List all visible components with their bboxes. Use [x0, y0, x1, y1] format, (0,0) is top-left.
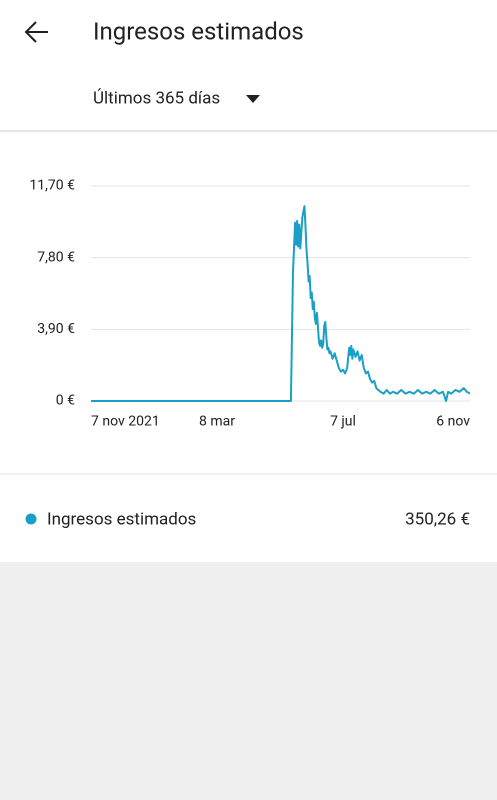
page-title: Ingresos estimados: [93, 17, 304, 45]
back-arrow: [24, 21, 48, 43]
y-tick-label: 7,80 €: [37, 249, 75, 265]
y-tick-label: 0 €: [56, 393, 75, 409]
summary-value: 350,26 €: [405, 509, 470, 529]
y-tick-label: 3,90 €: [37, 321, 75, 337]
legend-dot: [25, 513, 37, 525]
chart: 0 € 3,90 € 7,80 € 11,70 € 7 nov 2021 8 mar 7 j…: [29, 178, 471, 430]
x-tick-label: 6 nov: [436, 414, 470, 430]
x-tick-label: 8 mar: [199, 414, 235, 430]
series-line: [91, 205, 471, 402]
period-dropdown[interactable]: Últimos 365 días: [93, 87, 260, 108]
x-tick-label: 7 nov 2021: [91, 414, 160, 430]
x-tick-label: 7 jul: [330, 414, 356, 430]
back-button[interactable]: [24, 21, 48, 43]
panel: [0, 0, 497, 562]
dropdown-label: Últimos 365 días: [93, 87, 220, 108]
y-tick-label: 11,70 €: [29, 178, 75, 194]
summary-label: Ingresos estimados: [47, 509, 196, 529]
dropdown-caret: [246, 95, 260, 103]
